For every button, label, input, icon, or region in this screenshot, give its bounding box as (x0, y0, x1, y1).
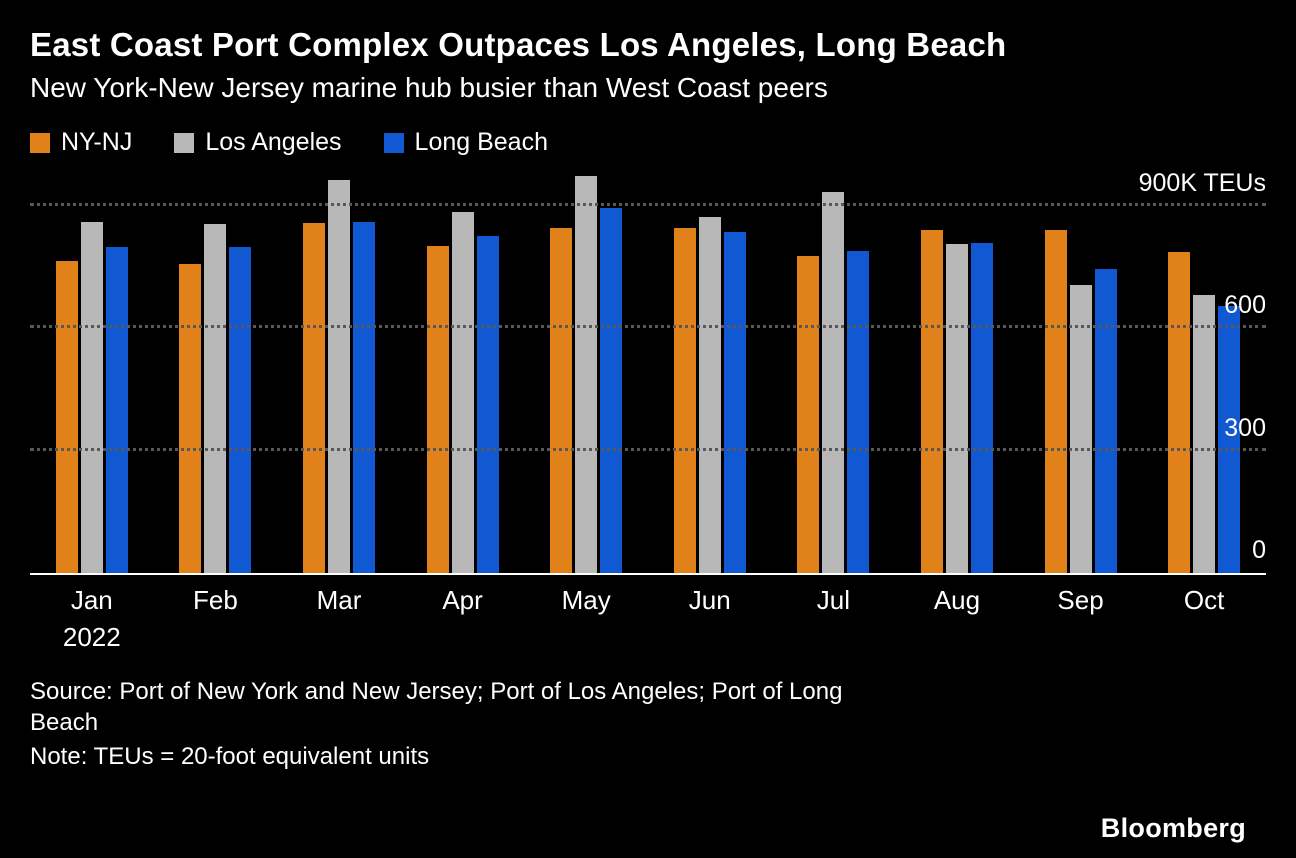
legend-item: Los Angeles (174, 128, 342, 157)
bar (945, 243, 968, 573)
bar (204, 224, 227, 573)
bar (80, 222, 103, 573)
source-text: Source: Port of New York and New Jersey;… (30, 678, 843, 705)
chart-subtitle: New York-New Jersey marine hub busier th… (30, 72, 828, 103)
bars-container (30, 171, 1266, 573)
bar (822, 192, 845, 573)
month-label: Jun (688, 585, 731, 615)
x-axis-tick-label: Jan 2022 (30, 585, 154, 653)
bar (575, 176, 598, 573)
bar-group (895, 230, 1019, 573)
note-text: Note: TEUs = 20-foot equivalent units (30, 743, 430, 771)
bar-group (648, 217, 772, 573)
bar-group (154, 224, 278, 573)
bar (476, 236, 499, 573)
bar (847, 251, 870, 573)
legend-label: Long Beach (414, 128, 548, 156)
year-label: 2022 (62, 622, 121, 652)
bar-group (524, 176, 648, 573)
legend-label: NY-NJ (61, 128, 133, 156)
x-axis-tick-label: Apr (401, 585, 525, 653)
y-axis-tick-label: 600 (1224, 291, 1266, 320)
bar (550, 228, 573, 573)
x-axis-tick-label: Jul (772, 585, 896, 653)
gridline (30, 203, 1266, 206)
bar-group (30, 222, 154, 573)
bar (1193, 295, 1216, 573)
y-axis-tick-label: 300 (1224, 413, 1266, 442)
month-label: Jan (70, 585, 113, 615)
legend-swatch-icon (30, 132, 50, 153)
month-label: Mar (316, 585, 362, 615)
x-axis-tick-label: Oct (1142, 585, 1266, 653)
bar (327, 179, 350, 573)
bar (1094, 269, 1117, 573)
bar (920, 230, 943, 573)
bar (970, 243, 993, 573)
bar (600, 208, 623, 573)
plot-area: 900K TEUs 600 300 0 (30, 169, 1266, 575)
bar (229, 247, 252, 573)
bar (105, 246, 128, 573)
month-label: Oct (1183, 585, 1225, 615)
bar (698, 217, 721, 573)
legend-item: Long Beach (383, 128, 548, 157)
legend-swatch-icon (174, 132, 195, 153)
bar (1168, 252, 1191, 573)
month-label: Aug (933, 585, 981, 615)
month-label: Apr (442, 585, 483, 615)
bar-group (1019, 230, 1143, 573)
month-label: Jul (816, 585, 850, 615)
bar-group (772, 192, 896, 573)
x-axis-tick-label: May (524, 585, 648, 653)
bar (179, 264, 202, 573)
x-axis-labels: Jan 2022 Feb Mar Apr May Jun Jul Aug Sep Oct (30, 585, 1266, 653)
bar-group (277, 179, 401, 573)
x-axis-tick-label: Mar (277, 585, 401, 653)
bar-group (1142, 252, 1266, 573)
legend-swatch-icon (383, 132, 404, 153)
bar (1069, 285, 1092, 573)
chart-title: East Coast Port Complex Outpaces Los Ang… (30, 26, 1007, 63)
bar (302, 223, 325, 573)
y-axis-tick-label: 900K TEUs (1138, 169, 1266, 197)
month-label: Sep (1057, 585, 1104, 615)
bar (1044, 230, 1067, 573)
month-label: Feb (192, 585, 238, 615)
footer: Source: Port of New York and New Jersey;… (30, 677, 1040, 773)
bloomberg-logo: Bloomberg (1100, 813, 1246, 843)
bar (55, 261, 78, 573)
gridline (30, 325, 1266, 329)
gridline (30, 447, 1266, 451)
x-axis-tick-label: Feb (154, 585, 278, 653)
x-axis-tick-label: Sep (1019, 585, 1143, 653)
bar (723, 232, 746, 573)
x-axis-tick-label: Jun (648, 585, 772, 653)
bar (352, 222, 375, 573)
legend: NY-NJ Los Angeles Long Beach (30, 128, 1266, 157)
legend-label: Los Angeles (205, 128, 342, 156)
bar (451, 212, 474, 573)
legend-item: NY-NJ (30, 128, 132, 157)
month-label: May (561, 585, 611, 615)
bar (1218, 305, 1241, 573)
bar-group (401, 212, 525, 573)
x-axis-baseline (30, 573, 1266, 575)
bar (426, 245, 449, 573)
bar (673, 228, 696, 573)
source-text-continued: Beach (30, 708, 99, 736)
x-axis-tick-label: Aug (895, 585, 1019, 653)
bar (797, 256, 820, 573)
y-axis-tick-label: 0 (1252, 536, 1266, 564)
